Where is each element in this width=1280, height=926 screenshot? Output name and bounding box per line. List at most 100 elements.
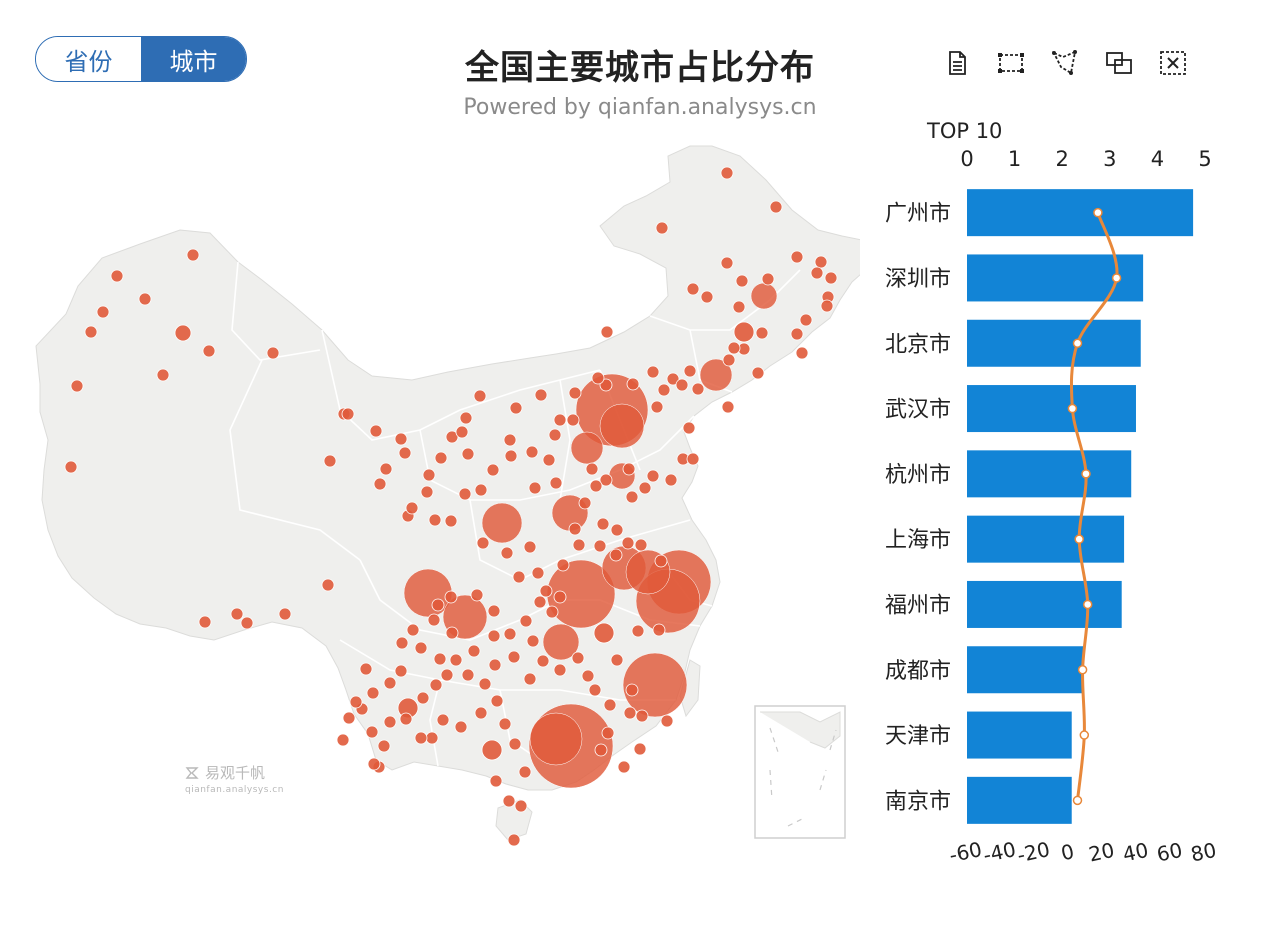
city-bubble[interactable] (512, 570, 526, 584)
city-bubble[interactable] (365, 725, 379, 739)
city-bubble[interactable] (566, 413, 580, 427)
city-bubble[interactable] (686, 282, 700, 296)
city-bubble[interactable] (454, 720, 468, 734)
city-bubble[interactable] (732, 300, 746, 314)
city-bubble[interactable] (486, 463, 500, 477)
city-bubble[interactable] (588, 683, 602, 697)
city-bubble[interactable] (735, 274, 749, 288)
city-bubble[interactable] (383, 676, 397, 690)
city-bubble[interactable] (428, 513, 442, 527)
city-bubble[interactable] (589, 479, 603, 493)
city-bubble[interactable] (655, 221, 669, 235)
city-bubble[interactable] (198, 615, 212, 629)
line-point[interactable] (1067, 403, 1078, 414)
clear-select-icon[interactable] (1156, 46, 1190, 80)
city-bubble[interactable] (474, 483, 488, 497)
city-bubble[interactable] (769, 200, 783, 214)
city-bubble[interactable] (820, 299, 834, 313)
city-bubble[interactable] (436, 713, 450, 727)
city-bubble[interactable] (174, 324, 192, 342)
city-bubble[interactable] (657, 383, 671, 397)
city-bubble[interactable] (504, 449, 518, 463)
city-bubble[interactable] (599, 378, 613, 392)
city-bubble[interactable] (519, 614, 533, 628)
city-bubble[interactable] (266, 346, 280, 360)
city-bubble[interactable] (625, 490, 639, 504)
city-bubble[interactable] (571, 651, 585, 665)
city-bubble[interactable] (398, 446, 412, 460)
bar[interactable] (967, 450, 1132, 498)
city-bubble[interactable] (810, 266, 824, 280)
city-bubble[interactable] (599, 403, 645, 449)
city-bubble[interactable] (110, 269, 124, 283)
city-bubble[interactable] (186, 248, 200, 262)
city-bubble[interactable] (514, 799, 528, 813)
city-bubble[interactable] (323, 454, 337, 468)
city-bubble[interactable] (622, 462, 636, 476)
city-bubble[interactable] (750, 282, 778, 310)
line-point[interactable] (1093, 207, 1103, 218)
city-bubble[interactable] (440, 668, 454, 682)
city-bubble[interactable] (379, 462, 393, 476)
city-bubble[interactable] (720, 166, 734, 180)
city-bubble[interactable] (691, 382, 705, 396)
line-point[interactable] (1111, 273, 1122, 283)
city-bubble[interactable] (96, 305, 110, 319)
city-bubble[interactable] (395, 636, 409, 650)
city-bubble[interactable] (321, 578, 335, 592)
city-bubble[interactable] (626, 377, 640, 391)
line-point[interactable] (1072, 795, 1083, 806)
rect-select-icon[interactable] (994, 46, 1028, 80)
city-bubble[interactable] (498, 717, 512, 731)
city-bubble[interactable] (445, 626, 459, 640)
city-bubble[interactable] (722, 353, 736, 367)
city-bubble[interactable] (609, 548, 623, 562)
city-bubble[interactable] (278, 607, 292, 621)
line-point[interactable] (1077, 665, 1088, 675)
city-bubble[interactable] (545, 605, 559, 619)
city-bubble[interactable] (549, 476, 563, 490)
city-bubble[interactable] (635, 709, 649, 723)
lasso-select-icon[interactable] (1048, 46, 1082, 80)
city-bubble[interactable] (633, 742, 647, 756)
city-bubble[interactable] (433, 652, 447, 666)
city-bubble[interactable] (84, 325, 98, 339)
city-bubble[interactable] (490, 694, 504, 708)
city-bubble[interactable] (399, 712, 413, 726)
city-bubble[interactable] (202, 344, 216, 358)
city-bubble[interactable] (570, 431, 604, 465)
bar[interactable] (967, 711, 1072, 759)
city-bubble[interactable] (523, 672, 537, 686)
city-bubble[interactable] (654, 554, 668, 568)
city-bubble[interactable] (529, 712, 583, 766)
city-bubble[interactable] (556, 558, 570, 572)
city-bubble[interactable] (548, 428, 562, 442)
city-bubble[interactable] (156, 368, 170, 382)
city-bubble[interactable] (528, 481, 542, 495)
city-bubble[interactable] (349, 695, 363, 709)
city-bubble[interactable] (568, 522, 582, 536)
city-bubble[interactable] (425, 731, 439, 745)
city-bubble[interactable] (414, 641, 428, 655)
city-bubble[interactable] (394, 664, 408, 678)
city-bubble[interactable] (434, 451, 448, 465)
city-bubble[interactable] (666, 372, 680, 386)
city-bubble[interactable] (594, 743, 608, 757)
city-bubble[interactable] (646, 365, 660, 379)
city-bubble[interactable] (790, 250, 804, 264)
city-bubble[interactable] (489, 774, 503, 788)
city-bubble[interactable] (383, 715, 397, 729)
city-bubble[interactable] (507, 833, 521, 847)
bar[interactable] (967, 515, 1125, 563)
city-bubble[interactable] (481, 502, 523, 544)
line-point[interactable] (1072, 338, 1083, 348)
city-bubble[interactable] (431, 598, 445, 612)
city-bubble[interactable] (487, 629, 501, 643)
city-bubble[interactable] (634, 538, 648, 552)
city-bubble[interactable] (601, 726, 615, 740)
city-bubble[interactable] (536, 654, 550, 668)
city-bubble[interactable] (568, 386, 582, 400)
city-bubble[interactable] (686, 452, 700, 466)
city-bubble[interactable] (600, 325, 614, 339)
city-bubble[interactable] (622, 652, 688, 718)
